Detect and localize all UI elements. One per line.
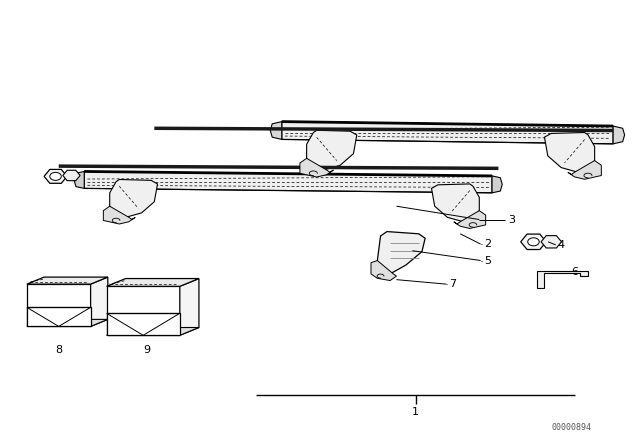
Text: 8: 8 <box>55 345 62 354</box>
Polygon shape <box>545 133 595 172</box>
Polygon shape <box>106 313 180 335</box>
Polygon shape <box>27 307 91 327</box>
Text: 9: 9 <box>143 345 150 354</box>
Text: 5: 5 <box>484 255 492 266</box>
Polygon shape <box>307 130 356 170</box>
Polygon shape <box>568 160 602 179</box>
Polygon shape <box>371 260 396 280</box>
Circle shape <box>50 172 61 181</box>
Polygon shape <box>106 327 199 335</box>
Text: 7: 7 <box>449 279 456 289</box>
Text: 00000894: 00000894 <box>552 423 592 432</box>
Polygon shape <box>109 180 157 217</box>
Text: 6: 6 <box>571 267 578 277</box>
Polygon shape <box>74 172 84 188</box>
Polygon shape <box>106 286 180 335</box>
Text: 2: 2 <box>484 239 492 249</box>
Polygon shape <box>282 121 613 144</box>
Polygon shape <box>454 211 486 228</box>
Polygon shape <box>103 206 135 224</box>
Polygon shape <box>492 176 502 193</box>
Polygon shape <box>270 121 282 139</box>
Polygon shape <box>27 277 108 284</box>
Text: 1: 1 <box>412 407 419 417</box>
Polygon shape <box>613 126 625 144</box>
Polygon shape <box>300 158 333 177</box>
Polygon shape <box>91 277 108 327</box>
Text: 4: 4 <box>557 240 565 250</box>
Polygon shape <box>537 271 588 288</box>
Polygon shape <box>180 279 199 335</box>
Polygon shape <box>378 232 425 274</box>
Circle shape <box>528 238 540 246</box>
Polygon shape <box>431 184 479 222</box>
Polygon shape <box>27 319 108 327</box>
Polygon shape <box>84 172 492 193</box>
Text: 3: 3 <box>508 215 515 224</box>
Polygon shape <box>27 284 91 327</box>
Polygon shape <box>106 279 199 286</box>
